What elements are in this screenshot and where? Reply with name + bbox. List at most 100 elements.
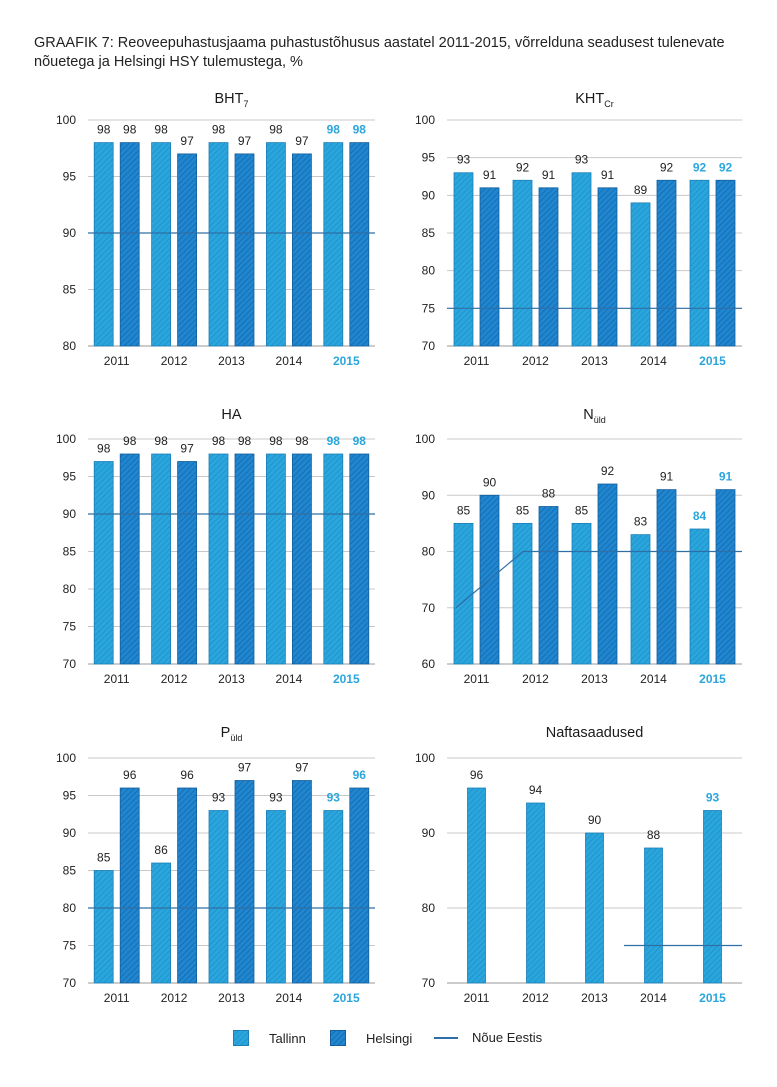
x-tick-label: 2011: [464, 354, 490, 368]
bar-tallinn: [265, 453, 286, 665]
data-label: 91: [601, 168, 615, 182]
legend-swatch-helsinki: [330, 1030, 346, 1046]
bar-tallinn: [453, 172, 474, 347]
data-label: 98: [154, 434, 168, 448]
data-label: 98: [353, 123, 367, 137]
bar-helsinki: [177, 153, 198, 347]
data-label: 98: [212, 123, 226, 137]
y-tick-label: 70: [422, 601, 436, 615]
bar-helsinki: [349, 787, 370, 984]
bar-helsinki: [119, 142, 140, 347]
bar-tallinn: [644, 847, 663, 984]
data-label: 88: [647, 828, 661, 842]
y-tick-label: 95: [63, 789, 77, 803]
data-label: 96: [353, 768, 367, 782]
y-tick-label: 75: [63, 939, 77, 953]
data-label: 91: [483, 168, 497, 182]
bar-tallinn: [323, 142, 344, 347]
bar-helsinki: [479, 187, 500, 347]
x-tick-label: 2014: [640, 991, 667, 1005]
data-label: 96: [470, 768, 484, 782]
data-label: 98: [97, 442, 111, 456]
chart-panel-5: Püld 70 75 80 85 90 95 100 85 86 93 93 93 96 96 97 97 96 2…: [56, 725, 375, 1005]
y-tick-label: 80: [63, 901, 77, 915]
chart-panel-2: KHTCr 70 75 80 85 90 95 100 93 92 93 89 92 91 91 91 92 92…: [415, 91, 742, 368]
data-label: 98: [123, 123, 137, 137]
chart-title: HA: [221, 407, 241, 423]
y-tick-label: 100: [415, 113, 435, 127]
x-tick-label: 2011: [104, 991, 130, 1005]
x-tick-label: 2015: [699, 991, 726, 1005]
data-label: 85: [575, 503, 589, 517]
x-tick-label: 2012: [161, 672, 188, 686]
bar-tallinn: [93, 142, 114, 347]
bar-helsinki: [234, 153, 255, 347]
bar-helsinki: [119, 453, 140, 665]
data-label: 98: [212, 434, 226, 448]
charts-canvas: BHT7 80 85 90 95 100 98 98 98 98 98 98 97 97 97 98 2011 2…: [56, 91, 742, 1005]
bar-helsinki: [291, 153, 312, 347]
bar-helsinki: [291, 453, 312, 665]
chart-title: BHT7: [214, 91, 248, 109]
x-tick-label: 2011: [464, 672, 490, 686]
bar-helsinki: [597, 483, 618, 665]
data-label: 92: [719, 160, 733, 174]
y-tick-label: 90: [422, 826, 436, 840]
data-label: 92: [601, 464, 615, 478]
data-label: 94: [529, 783, 543, 797]
bar-tallinn: [208, 453, 229, 665]
x-tick-label: 2015: [333, 672, 360, 686]
chart-panel-4: Nüld 60 70 80 90 100 85 85 85 83 84 90 88 92 91 91 2011 2…: [415, 407, 742, 686]
x-tick-label: 2011: [104, 354, 130, 368]
bar-helsinki: [177, 787, 198, 984]
bar-tallinn: [703, 810, 722, 984]
norm-line: [455, 550, 742, 609]
x-tick-label: 2015: [333, 354, 360, 368]
data-label: 93: [212, 791, 226, 805]
y-tick-label: 70: [63, 657, 77, 671]
bar-tallinn: [151, 862, 172, 984]
x-tick-label: 2013: [581, 354, 608, 368]
data-label: 85: [457, 503, 471, 517]
bar-helsinki: [538, 506, 559, 665]
x-tick-label: 2013: [218, 991, 245, 1005]
y-tick-label: 85: [63, 283, 77, 297]
data-label: 98: [154, 123, 168, 137]
legend-item-norm: Nõue Eestis: [434, 1030, 542, 1045]
chart-panel-6: Naftasaadused 70 80 90 100 96 94 90 88 93 2011 2012…: [415, 725, 742, 1005]
bar-helsinki: [119, 787, 140, 984]
legend-swatch-norm: [434, 1036, 458, 1039]
y-tick-label: 100: [56, 432, 76, 446]
x-tick-label: 2015: [699, 672, 726, 686]
data-label: 98: [238, 434, 252, 448]
y-tick-label: 75: [63, 620, 77, 634]
data-label: 93: [327, 791, 341, 805]
legend-label-tallinn: Tallinn: [269, 1030, 306, 1046]
bar-tallinn: [323, 810, 344, 984]
data-label: 91: [719, 470, 733, 484]
legend-label-norm: Nõue Eestis: [472, 1030, 543, 1045]
legend-item-tallinn: Tallinn: [233, 1030, 306, 1046]
x-tick-label: 2014: [640, 354, 667, 368]
y-tick-label: 85: [422, 226, 436, 240]
bar-tallinn: [512, 522, 533, 665]
y-tick-label: 80: [422, 901, 436, 915]
bar-tallinn: [467, 787, 486, 984]
y-tick-label: 60: [422, 657, 436, 671]
data-label: 93: [269, 791, 283, 805]
data-label: 98: [353, 434, 367, 448]
bar-tallinn: [151, 453, 172, 665]
x-tick-label: 2011: [464, 991, 490, 1005]
x-tick-label: 2013: [218, 672, 245, 686]
y-tick-label: 80: [422, 545, 436, 559]
y-tick-label: 90: [422, 188, 436, 202]
x-tick-label: 2015: [699, 354, 726, 368]
data-label: 98: [269, 123, 283, 137]
x-tick-label: 2013: [581, 991, 608, 1005]
data-label: 97: [238, 761, 252, 775]
y-tick-label: 95: [422, 151, 436, 165]
x-tick-label: 2014: [640, 672, 667, 686]
bar-helsinki: [656, 179, 677, 347]
bar-tallinn: [265, 810, 286, 984]
chart-title: Nüld: [583, 407, 606, 425]
